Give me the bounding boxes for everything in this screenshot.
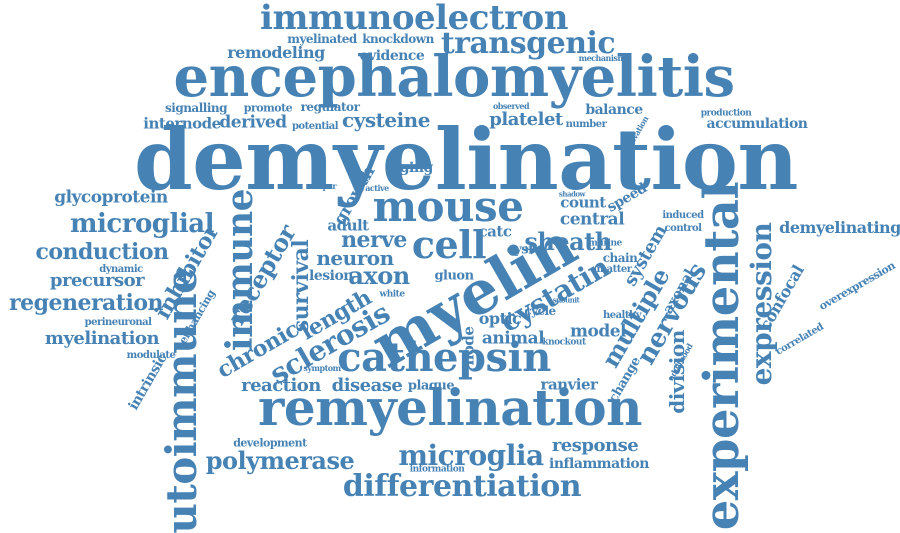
word-modulate: modulate xyxy=(126,350,176,361)
word-transgenic: transgenic xyxy=(440,26,616,61)
word-cathepsin: cathepsin xyxy=(337,334,551,381)
word-promote: promote xyxy=(243,101,293,115)
word-correlated: correlated xyxy=(774,321,826,358)
word-chain: chain xyxy=(602,251,638,265)
word-cycle: cycle xyxy=(524,304,556,318)
word-response: response xyxy=(551,435,639,456)
word-platelet: platelet xyxy=(489,109,563,130)
word-ampar: ampar xyxy=(309,181,337,191)
word-matter: matter xyxy=(596,264,632,275)
word-sheath: sheath xyxy=(524,227,612,256)
word-internode: internode xyxy=(143,114,221,133)
word-overexpression: overexpression xyxy=(816,259,898,313)
word-immunoelectron: immunoelectron xyxy=(260,0,568,38)
word-count: count xyxy=(560,193,606,212)
word-central: central xyxy=(559,209,625,230)
word-glycoprotein: glycoprotein xyxy=(54,187,168,208)
word-information: information xyxy=(409,464,465,475)
word-adult: adult xyxy=(327,216,369,235)
word-development: development xyxy=(233,436,307,450)
word-lesion: lesion xyxy=(309,268,353,284)
word-active: active xyxy=(365,183,389,193)
word-healthy: healthy xyxy=(602,310,642,321)
word-division: division xyxy=(665,330,689,414)
word-conduction: conduction xyxy=(35,239,169,265)
word-demyelinating: demyelinating xyxy=(779,218,900,237)
word-accumulation: accumulation xyxy=(706,116,808,132)
word-balance: balance xyxy=(585,102,643,118)
word-expression: expression xyxy=(745,222,778,386)
word-aging: aging xyxy=(391,160,433,176)
word-polymerase: polymerase xyxy=(205,446,355,475)
word-observed: observed xyxy=(492,101,530,111)
word-differentiation: differentiation xyxy=(342,469,582,504)
word-neuron: neuron xyxy=(316,246,394,270)
word-mechanism: mechanism xyxy=(578,53,626,63)
word-subunit: subunit xyxy=(552,295,580,305)
word-cell: cell xyxy=(411,222,487,267)
word-evidence: evidence xyxy=(359,48,425,64)
word-regeneration: regeneration xyxy=(9,290,164,316)
word-myelinated: myelinated xyxy=(287,32,357,46)
word-induced: induced xyxy=(662,210,704,221)
word-mouse: mouse xyxy=(372,182,524,231)
word-model: model xyxy=(570,321,627,342)
word-autoimmune: autoimmune xyxy=(157,267,206,533)
word-number: number xyxy=(565,119,607,130)
word-potential: potential xyxy=(291,121,339,132)
word-knockout: knockout xyxy=(542,337,586,348)
word-inflammation: inflammation xyxy=(549,456,649,472)
word-signalling: signalling xyxy=(165,101,228,115)
word-shadow: shadow xyxy=(558,189,586,199)
word-knockdown: knockdown xyxy=(362,32,434,46)
word-control: control xyxy=(664,223,702,234)
word-animal: animal xyxy=(481,328,545,349)
word-microglia: microglia xyxy=(398,439,544,472)
word-microglial: microglial xyxy=(70,209,214,239)
word-perineuronal: perineuronal xyxy=(84,317,152,328)
word-regulator: regulator xyxy=(300,100,360,114)
word-precursor: precursor xyxy=(49,270,145,291)
word-white: white xyxy=(379,289,405,300)
word-ranvier: ranvier xyxy=(540,375,598,394)
word-catc: catc xyxy=(478,222,512,241)
word-demyelination: demyelination xyxy=(134,110,798,209)
word-dynamic: dynamic xyxy=(99,264,143,275)
word-murine: murine xyxy=(588,238,622,249)
word-axon: axon xyxy=(348,261,410,290)
word-derived: derived xyxy=(219,112,287,133)
word-nerve: nerve xyxy=(341,227,407,253)
word-disease: disease xyxy=(331,375,403,396)
word-reaction: reaction xyxy=(241,375,321,396)
word-cysteine: cysteine xyxy=(342,108,430,132)
word-myelination: myelination xyxy=(44,328,160,349)
word-remodeling: remodeling xyxy=(227,43,325,62)
word-cysf: cysf xyxy=(506,242,534,258)
word-encephalomyelitis: encephalomyelitis xyxy=(173,44,736,110)
word-remyelination: remyelination xyxy=(258,378,642,437)
word-experimental: experimental xyxy=(694,181,750,531)
word-production: production xyxy=(700,108,752,119)
word-immune: immune xyxy=(219,188,261,352)
word-optic: optic xyxy=(478,309,522,328)
word-plaque: plaque xyxy=(407,378,455,394)
word-symptom: symptom xyxy=(303,363,341,373)
word-gluon: gluon xyxy=(434,268,474,284)
